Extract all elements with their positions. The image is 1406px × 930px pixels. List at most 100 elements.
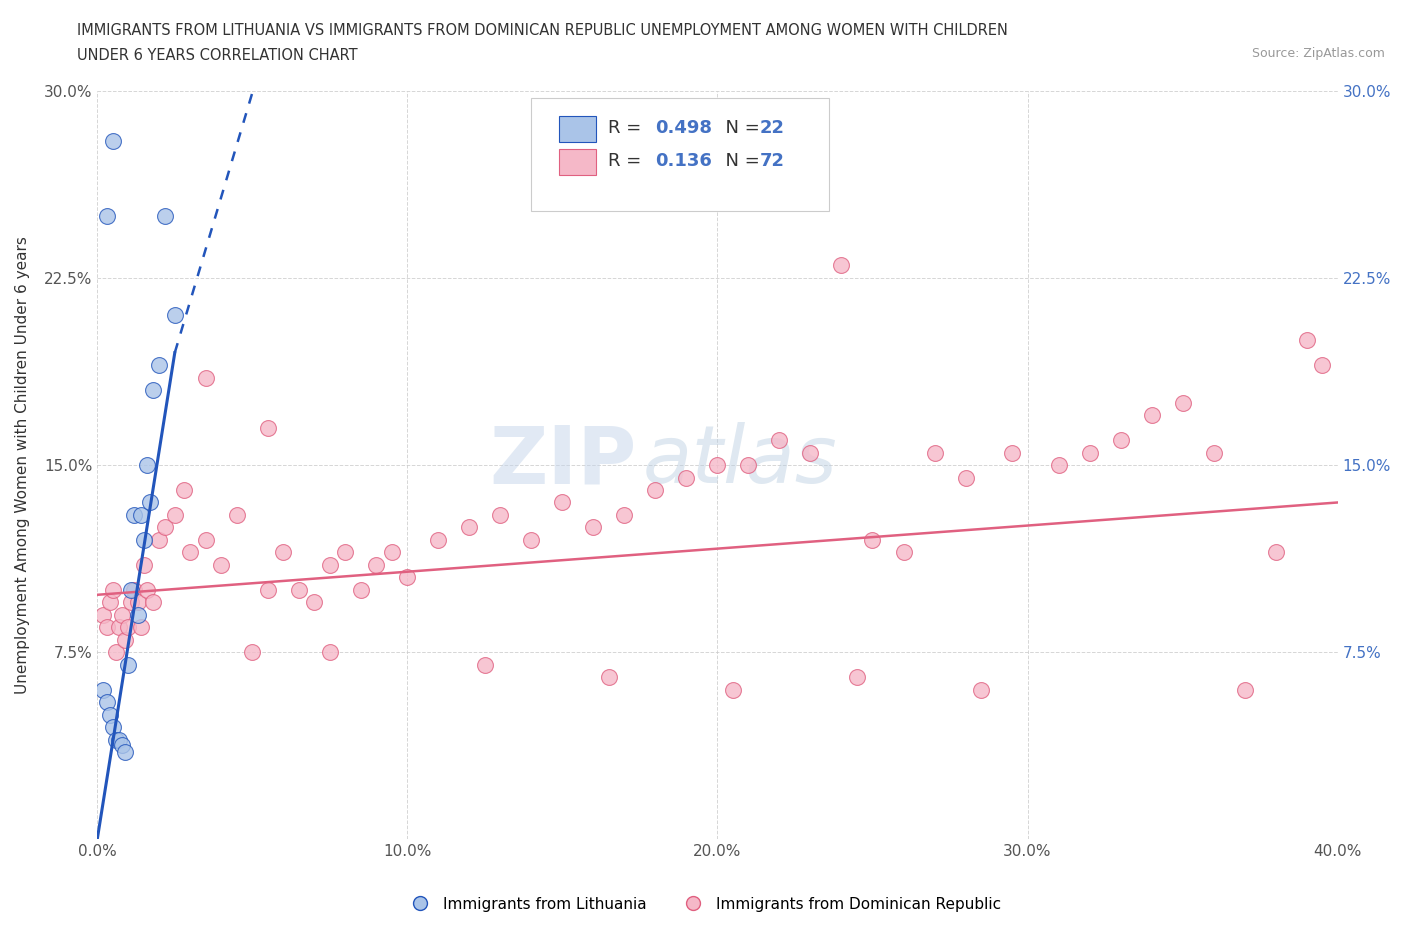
Point xyxy=(737,458,759,472)
Point xyxy=(830,258,852,272)
Point xyxy=(582,520,605,535)
Point xyxy=(271,545,294,560)
Point xyxy=(1140,407,1163,422)
Point xyxy=(1001,445,1024,460)
Point xyxy=(396,570,419,585)
Point xyxy=(120,582,142,597)
Point xyxy=(124,582,146,597)
Point xyxy=(721,683,744,698)
Point xyxy=(644,483,666,498)
Point xyxy=(381,545,404,560)
Text: 72: 72 xyxy=(759,153,785,170)
Text: R =: R = xyxy=(609,119,647,138)
Point xyxy=(520,533,543,548)
Point xyxy=(675,470,697,485)
Point xyxy=(1202,445,1225,460)
Point xyxy=(240,644,263,659)
Point xyxy=(127,607,149,622)
Point xyxy=(104,644,127,659)
Point xyxy=(366,557,388,572)
Point xyxy=(862,533,884,548)
Point xyxy=(135,582,157,597)
Point xyxy=(194,533,217,548)
Point xyxy=(117,619,139,634)
Point xyxy=(194,370,217,385)
Point xyxy=(135,458,157,472)
Point xyxy=(304,595,326,610)
Point xyxy=(1171,395,1194,410)
Point xyxy=(129,619,152,634)
Point xyxy=(955,470,977,485)
Point xyxy=(108,619,131,634)
Point xyxy=(155,208,177,223)
Point xyxy=(139,495,162,510)
Point xyxy=(96,695,118,710)
Text: ZIP: ZIP xyxy=(489,422,637,500)
Text: Source: ZipAtlas.com: Source: ZipAtlas.com xyxy=(1251,46,1385,60)
Point xyxy=(319,644,342,659)
Point xyxy=(209,557,232,572)
Text: 22: 22 xyxy=(759,119,785,138)
Point xyxy=(799,445,821,460)
Point xyxy=(551,495,574,510)
Point xyxy=(288,582,311,597)
Text: N =: N = xyxy=(714,119,765,138)
Point xyxy=(132,557,155,572)
Point xyxy=(893,545,915,560)
Point xyxy=(427,533,450,548)
Point xyxy=(108,732,131,747)
Legend: Immigrants from Lithuania, Immigrants from Dominican Republic: Immigrants from Lithuania, Immigrants fr… xyxy=(399,891,1007,918)
Point xyxy=(129,508,152,523)
Point xyxy=(1295,333,1317,348)
Point xyxy=(132,533,155,548)
Text: R =: R = xyxy=(609,153,647,170)
Point xyxy=(846,670,869,684)
Point xyxy=(1264,545,1286,560)
Point xyxy=(101,720,124,735)
FancyBboxPatch shape xyxy=(558,149,596,175)
Point xyxy=(458,520,481,535)
Point xyxy=(256,582,278,597)
Point xyxy=(142,595,165,610)
Text: atlas: atlas xyxy=(643,422,838,500)
Point xyxy=(924,445,946,460)
Point xyxy=(127,595,149,610)
Point xyxy=(1233,683,1256,698)
Point xyxy=(111,737,134,752)
Text: 0.498: 0.498 xyxy=(655,119,713,138)
Y-axis label: Unemployment Among Women with Children Under 6 years: Unemployment Among Women with Children U… xyxy=(15,236,30,694)
Point xyxy=(96,619,118,634)
Point xyxy=(98,707,121,722)
FancyBboxPatch shape xyxy=(531,99,830,210)
Point xyxy=(706,458,728,472)
Point xyxy=(163,508,186,523)
Point xyxy=(93,683,115,698)
Point xyxy=(1078,445,1101,460)
Point xyxy=(173,483,195,498)
Point xyxy=(148,358,170,373)
Point xyxy=(155,520,177,535)
Point xyxy=(319,557,342,572)
Point xyxy=(598,670,620,684)
Point xyxy=(114,632,136,647)
Point xyxy=(120,595,142,610)
Point xyxy=(489,508,512,523)
Point xyxy=(225,508,247,523)
Text: 0.136: 0.136 xyxy=(655,153,713,170)
Point xyxy=(124,508,146,523)
Point xyxy=(1047,458,1070,472)
Text: IMMIGRANTS FROM LITHUANIA VS IMMIGRANTS FROM DOMINICAN REPUBLIC UNEMPLOYMENT AMO: IMMIGRANTS FROM LITHUANIA VS IMMIGRANTS … xyxy=(77,23,1008,38)
Point xyxy=(613,508,636,523)
Point xyxy=(111,607,134,622)
Point xyxy=(163,308,186,323)
Point xyxy=(148,533,170,548)
Point xyxy=(104,732,127,747)
Point xyxy=(96,208,118,223)
Text: N =: N = xyxy=(714,153,765,170)
Point xyxy=(335,545,357,560)
Point xyxy=(256,420,278,435)
Point xyxy=(93,607,115,622)
Point xyxy=(1109,432,1132,447)
Point xyxy=(117,658,139,672)
Point xyxy=(350,582,373,597)
